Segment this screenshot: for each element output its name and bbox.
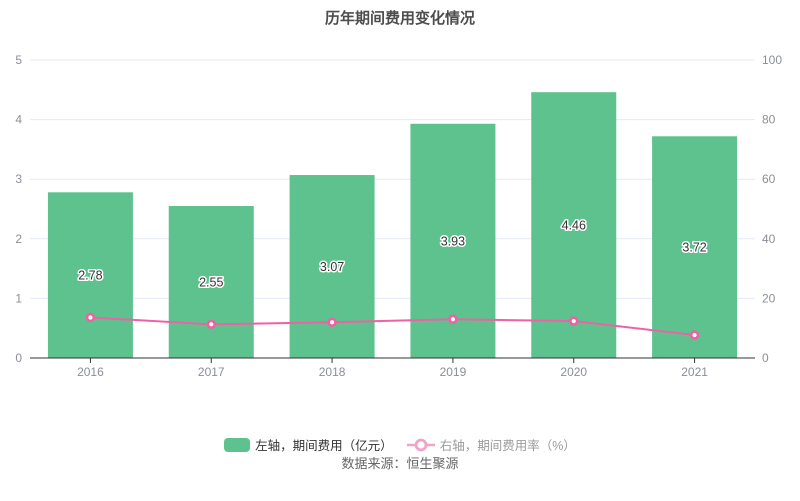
bar-2017[interactable] bbox=[168, 206, 254, 358]
bar-value-label-2020: 4.46 bbox=[562, 219, 586, 233]
x-axis-label-2018: 2018 bbox=[319, 365, 346, 379]
data-source-caption: 数据来源：恒生聚源 bbox=[341, 456, 459, 471]
chart-title: 历年期间费用变化情况 bbox=[324, 10, 475, 27]
bar-value-label-2018: 3.07 bbox=[320, 260, 344, 274]
y-axis-left-tick-label: 2 bbox=[15, 232, 22, 246]
x-axis-label-2017: 2017 bbox=[198, 365, 225, 379]
y-axis-right-tick-label: 0 bbox=[762, 351, 769, 365]
bar-2021[interactable] bbox=[652, 136, 738, 358]
x-axis-label-2019: 2019 bbox=[440, 365, 467, 379]
legend-item-line-series[interactable]: 右轴，期间费用率（%） bbox=[406, 435, 576, 454]
line-point-2018[interactable] bbox=[327, 317, 337, 327]
bar-value-label-2016: 2.78 bbox=[78, 269, 102, 283]
line-point-2021[interactable] bbox=[689, 330, 700, 340]
legend-label-bar-series: 左轴，期间费用（亿元） bbox=[255, 439, 393, 453]
y-axis-right-tick-label: 20 bbox=[762, 291, 776, 305]
y-axis-left-tick-label: 5 bbox=[15, 53, 22, 67]
bar-2018[interactable] bbox=[289, 175, 375, 358]
y-axis-right-tick-label: 60 bbox=[762, 172, 776, 186]
bar-2020[interactable] bbox=[531, 92, 617, 359]
bar-value-label-2021: 3.72 bbox=[682, 241, 706, 255]
bar-series-swatch-icon bbox=[224, 437, 251, 452]
y-axis-left-tick-label: 3 bbox=[15, 172, 22, 186]
bar-2016[interactable] bbox=[47, 192, 133, 358]
line-point-2019[interactable] bbox=[448, 314, 458, 324]
legend-label-line-series: 右轴，期间费用率（%） bbox=[439, 439, 576, 453]
expense-ratio-line bbox=[90, 316, 695, 337]
y-axis-right-tick-label: 80 bbox=[762, 113, 776, 127]
chart-canvas: 0 1 2 3 4 5 0 20 40 60 80 100 2.78 2.55 3.07 3.93 4.46 3.… bbox=[15, 53, 782, 379]
y-axis-left-tick-label: 4 bbox=[15, 113, 22, 127]
y-axis-right-tick-label: 100 bbox=[762, 53, 782, 67]
bar-value-label-2017: 2.55 bbox=[199, 276, 223, 290]
line-point-2017[interactable] bbox=[206, 319, 216, 330]
line-point-2020[interactable] bbox=[569, 316, 579, 326]
line-point-2016[interactable] bbox=[85, 312, 96, 323]
y-axis-left-tick-label: 0 bbox=[15, 351, 22, 365]
x-axis-label-2016: 2016 bbox=[77, 365, 104, 379]
y-axis-right-tick-label: 40 bbox=[762, 232, 776, 246]
line-series-marker-icon bbox=[406, 438, 435, 451]
bar-value-label-2019: 3.93 bbox=[441, 234, 465, 248]
x-axis-label-2021: 2021 bbox=[681, 365, 708, 379]
legend-item-bar-series[interactable]: 左轴，期间费用（亿元） bbox=[224, 435, 393, 454]
chart-legend: 左轴，期间费用（亿元） 右轴，期间费用率（%） bbox=[0, 435, 800, 454]
x-axis-label-2020: 2020 bbox=[560, 365, 587, 379]
y-axis-left-tick-label: 1 bbox=[15, 291, 22, 305]
